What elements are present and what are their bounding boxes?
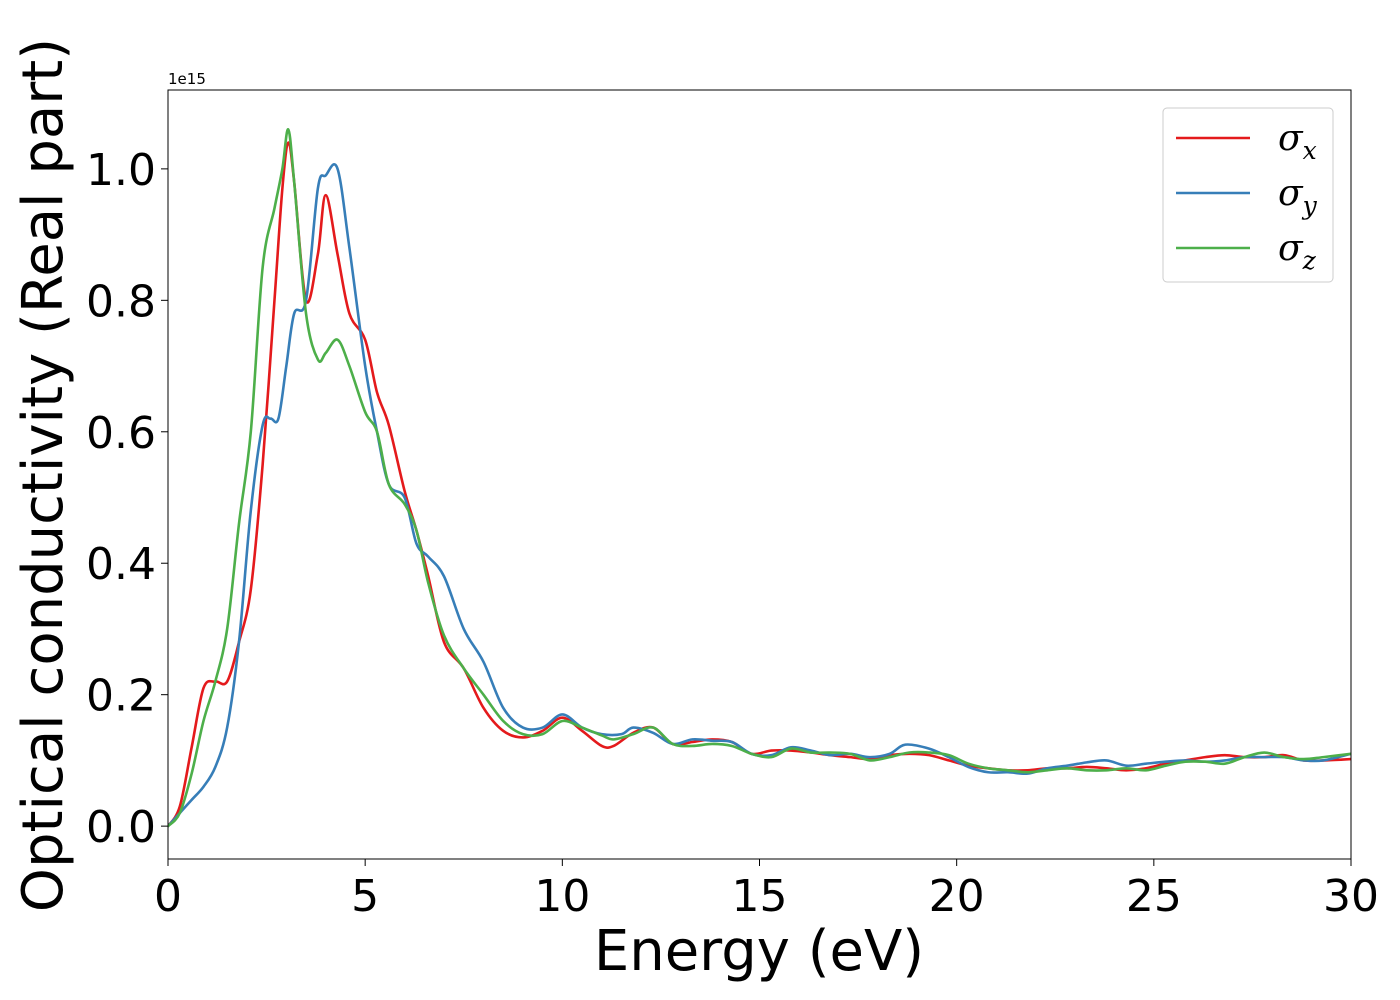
- legend-label-subscript: x: [1303, 136, 1317, 165]
- y-tick-label: 0.8: [86, 276, 156, 327]
- legend-label-x: σx: [1278, 118, 1317, 165]
- x-axis: 0 5 10 15 20 25 30: [154, 859, 1379, 922]
- series-lines: [168, 128, 1351, 828]
- x-tick-label: 30: [1323, 871, 1379, 922]
- x-axis-title: Energy (eV): [594, 919, 924, 984]
- series-line-y: [168, 163, 1351, 828]
- legend-label-symbol: σ: [1278, 228, 1304, 269]
- y-tick-label: 1.0: [86, 145, 156, 196]
- x-tick-label: 10: [534, 871, 590, 922]
- legend-label-subscript: z: [1302, 246, 1317, 275]
- legend-frame: [1162, 107, 1334, 283]
- legend-label-symbol: σ: [1278, 173, 1304, 214]
- x-tick-label: 5: [351, 871, 379, 922]
- legend-label-subscript: y: [1302, 191, 1318, 220]
- x-tick-label: 25: [1126, 871, 1182, 922]
- x-tick-label: 20: [929, 871, 985, 922]
- x-tick-label: 15: [732, 871, 788, 922]
- y-tick-label: 0.0: [86, 802, 156, 853]
- y-tick-label: 0.4: [86, 539, 156, 590]
- y-tick-label: 0.2: [86, 671, 156, 722]
- x-tick-label: 0: [154, 871, 182, 922]
- y-offset-text: 1e15: [168, 70, 206, 88]
- y-axis: 0.0 0.2 0.4 0.6 0.8 1.0: [86, 145, 168, 853]
- legend-label-z: σz: [1278, 228, 1317, 275]
- y-tick-label: 0.6: [86, 408, 156, 459]
- legend-label-y: σy: [1278, 173, 1318, 220]
- legend-label-symbol: σ: [1278, 118, 1304, 159]
- y-axis-title: Optical conductivity (Real part): [11, 38, 76, 912]
- series-line-z: [168, 128, 1351, 828]
